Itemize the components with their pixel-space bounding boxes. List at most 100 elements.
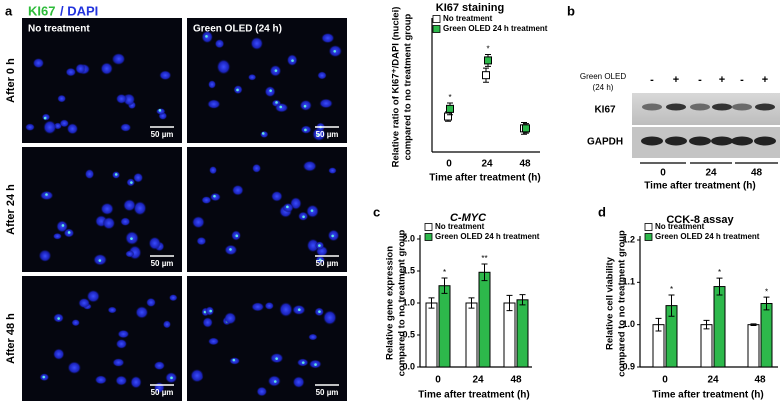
nucleus (292, 376, 305, 388)
nucleus (94, 375, 107, 385)
y-tick-label: 1.0 (402, 297, 415, 307)
y-tick-label: 1.0 (622, 319, 635, 329)
x-tick-label: 24 (472, 375, 484, 386)
ki67-spot (298, 308, 301, 312)
nucleus (133, 172, 144, 183)
nucleus (153, 361, 166, 371)
legend-swatch (424, 233, 433, 241)
nucleus (308, 333, 318, 341)
nucleus (41, 113, 51, 121)
chart-title: KI67 staining (436, 2, 504, 14)
treatment-sign: - (740, 74, 744, 86)
band (665, 136, 687, 146)
western-blot (632, 93, 780, 158)
ki67-spot (42, 375, 46, 379)
nucleus (117, 329, 130, 339)
nucleus (271, 190, 283, 202)
nucleus (216, 59, 231, 75)
micrograph (187, 18, 347, 143)
nucleus (130, 375, 142, 389)
legend-swatch (424, 223, 433, 231)
ki67-spot (304, 128, 307, 132)
scale-bar-label: 50 µm (316, 259, 339, 268)
band (754, 136, 776, 146)
bar (760, 303, 773, 368)
nucleus (155, 107, 166, 115)
y-tick-label: 0.5 (402, 329, 415, 339)
legend-swatch (644, 233, 653, 241)
error-bar (763, 296, 770, 311)
nucleus (107, 306, 117, 314)
band (711, 136, 733, 146)
chart-title: CCK-8 assay (666, 214, 734, 226)
bar (516, 299, 529, 368)
chart-title: C-MYC (450, 212, 487, 224)
ki67-spot (114, 173, 118, 176)
ki67-spot (333, 49, 337, 53)
ki67-spot (314, 363, 317, 366)
nucleus (25, 123, 35, 131)
ki67-spot (213, 194, 216, 198)
time-label: 24 (705, 168, 717, 179)
ki67-spot (98, 259, 102, 262)
scale-bar-label: 50 µm (151, 259, 174, 268)
bar (465, 302, 478, 368)
band (642, 103, 662, 111)
y-tick-label: 1.2 (622, 234, 635, 244)
nucleus (146, 297, 156, 308)
band-label: GAPDH (587, 137, 623, 148)
ki67-spot (209, 309, 212, 313)
nucleus (65, 67, 77, 77)
nucleus (78, 297, 91, 309)
bar (713, 286, 726, 368)
ki67-spot (273, 380, 277, 383)
bar (747, 324, 760, 368)
ki67-spot (279, 105, 283, 109)
point (482, 71, 490, 80)
error-bar (441, 277, 448, 294)
nucleus (207, 99, 221, 109)
nucleus (214, 39, 225, 49)
y-tick-label: 1.5 (402, 265, 415, 275)
bar (700, 324, 713, 368)
bar (478, 271, 491, 368)
scale-bar-label: 50 µm (316, 130, 339, 139)
nucleus (84, 169, 95, 180)
nucleus (120, 123, 132, 132)
nucleus (43, 120, 57, 135)
treatment-sign: + (719, 74, 725, 86)
legend-swatch (432, 25, 441, 33)
nucleus (100, 62, 113, 75)
nucleus (322, 310, 337, 325)
significance: * (448, 93, 451, 102)
ki67-spot (67, 231, 71, 234)
stain-label: KI67 (28, 3, 55, 18)
row-label: After 48 h (5, 313, 17, 364)
x-tick-label: 48 (754, 375, 766, 386)
treatment-label: Green OLED (580, 72, 626, 81)
nucleus (306, 238, 320, 253)
row-label: After 0 h (5, 58, 17, 103)
nucleus (86, 289, 100, 303)
nucleus (115, 338, 128, 349)
error-bar (519, 294, 526, 306)
y-tick-label: 0.9 (622, 361, 635, 371)
legend-label: No treatment (435, 222, 485, 231)
ki67-spot (43, 116, 47, 120)
nucleus (247, 73, 257, 81)
column-label: Green OLED (24 h) (193, 24, 282, 35)
x-tick-label: 24 (707, 375, 719, 386)
nucleus (120, 217, 131, 226)
ki67-spot (57, 317, 60, 320)
x-tick-label: 0 (446, 159, 452, 170)
point (484, 56, 492, 65)
x-axis-label: Time after treatment (h) (644, 181, 756, 192)
treatment-sign: + (762, 74, 768, 86)
ki67-spot (331, 234, 334, 238)
micrograph-grid: No treatment 50 µm Green OLED (24 h) 50 µm 5… (22, 18, 347, 401)
legend-label: No treatment (443, 14, 493, 23)
nucleus (125, 250, 135, 258)
band-label: KI67 (594, 105, 616, 116)
nucleus (159, 70, 172, 81)
x-tick-label: 48 (510, 375, 522, 386)
